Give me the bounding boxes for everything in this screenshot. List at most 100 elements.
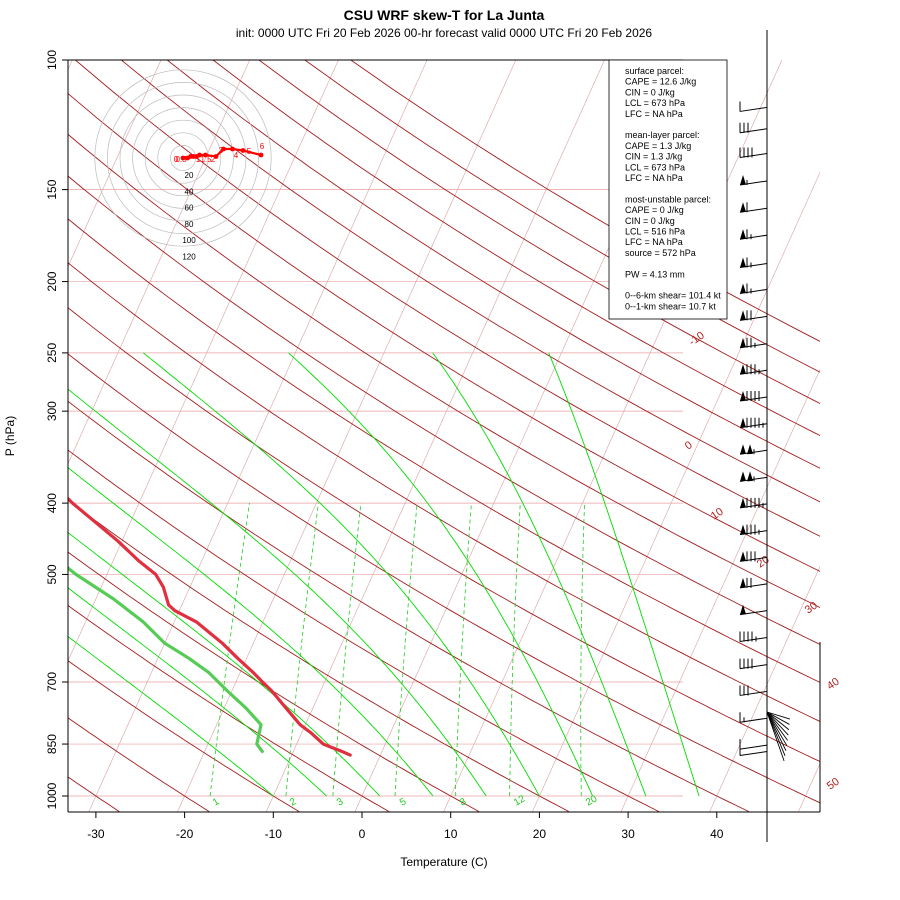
parcel-info-line: CAPE = 1.3 J/kg <box>625 141 691 151</box>
wind-barb <box>739 551 768 562</box>
wind-barb-pennant <box>747 444 753 455</box>
mixing-ratio-label: 1 <box>211 796 222 809</box>
mixing-ratio-line <box>285 503 319 797</box>
wind-barb <box>739 417 768 429</box>
wind-barb-pennant <box>740 337 746 348</box>
isotherm-line <box>68 60 162 268</box>
wind-barb <box>739 712 768 723</box>
wind-barb-pennant <box>740 551 746 562</box>
mixing-ratio-label: 3 <box>335 796 346 809</box>
mixing-ratio-label: 5 <box>398 796 409 809</box>
hodograph-ring-label: 80 <box>185 220 194 229</box>
wind-barb-staff <box>739 750 768 756</box>
dry-adiabat <box>68 218 820 683</box>
wind-barb-surface <box>766 711 791 720</box>
wind-barbs <box>739 30 791 842</box>
hodograph-ring <box>119 94 247 222</box>
wind-barb <box>739 658 768 670</box>
wind-barb <box>739 739 768 750</box>
wind-barb <box>739 745 768 756</box>
wind-barb-pennant <box>740 577 746 588</box>
wind-barb <box>739 391 768 402</box>
wind-barb <box>739 631 768 642</box>
parcel-info-line: LFC = NA hPa <box>625 237 683 247</box>
hodograph-point <box>230 146 235 152</box>
y-tick-label: 100 <box>45 50 59 70</box>
parcel-info-line: most-unstable parcel: <box>625 194 711 204</box>
hodograph-ring-label: 20 <box>185 171 194 180</box>
moist-adiabat <box>68 531 381 797</box>
isotherm-line <box>620 368 820 812</box>
mixing-ratio-line <box>332 503 362 797</box>
moist-adiabat <box>288 352 594 797</box>
moist-adiabat <box>548 352 700 797</box>
hodograph-point <box>197 152 202 158</box>
wind-barb <box>739 471 768 482</box>
dry-adiabat <box>68 92 820 572</box>
isotherm-line <box>68 60 250 465</box>
wind-barb <box>739 577 768 589</box>
wind-barb-surface <box>766 711 785 762</box>
hodograph-point-label: 2 <box>211 155 216 164</box>
hodograph-ring-label: 40 <box>185 187 194 196</box>
dry-adiabat <box>166 60 820 469</box>
x-tick-label: 30 <box>621 827 635 841</box>
dry-adiabat-label: 10 <box>709 506 726 523</box>
chart-title: CSU WRF skew-T for La Junta <box>344 7 545 23</box>
wind-barb-pennant <box>740 257 746 268</box>
dry-adiabat <box>212 60 820 437</box>
dry-adiabat <box>68 307 820 763</box>
y-tick-label: 200 <box>45 271 59 291</box>
parcel-info-line: surface parcel: <box>625 66 684 76</box>
x-tick-label: 40 <box>710 827 724 841</box>
wind-barb-pennant <box>740 604 746 615</box>
hodograph-ring-label: 100 <box>182 236 196 245</box>
parcel-info-line: mean-layer parcel: <box>625 130 700 140</box>
wind-barb-surface <box>766 711 790 731</box>
wind-barb <box>739 337 768 349</box>
wind-barb <box>739 310 768 321</box>
wind-barb-pennant <box>740 497 746 508</box>
parcel-info-line: LCL = 673 hPa <box>625 98 685 108</box>
wind-barb <box>739 147 768 159</box>
dry-adiabat <box>68 717 210 812</box>
background-grid <box>68 60 820 812</box>
hodograph-ring-label: 120 <box>182 253 196 262</box>
wind-barb-staff <box>739 106 768 112</box>
dry-adiabat <box>68 449 660 812</box>
y-tick-label: 850 <box>45 734 59 754</box>
y-tick-label: 1000 <box>45 782 59 809</box>
y-axis-title: P (hPa) <box>3 416 17 456</box>
y-tick-label: 500 <box>45 564 59 584</box>
wind-barb-pennant <box>740 283 746 294</box>
x-tick-label: -30 <box>87 827 105 841</box>
y-tick-label: 700 <box>45 672 59 692</box>
wind-barb-pennant <box>740 202 746 213</box>
dry-adiabat <box>121 60 820 503</box>
isotherm-line <box>798 763 820 812</box>
dry-adiabat <box>68 175 820 645</box>
parcel-info-line: CIN = 0 J/kg <box>625 216 675 226</box>
parcel-info-line: CIN = 0 J/kg <box>625 87 675 97</box>
wind-barb-pennant <box>740 364 746 375</box>
mixing-ratio-line <box>580 503 585 797</box>
hodograph-point <box>180 155 186 161</box>
dry-adiabat-label: 20 <box>755 554 772 571</box>
x-tick-label: -10 <box>265 827 283 841</box>
mixing-ratio-label: 8 <box>458 796 469 809</box>
dry-adiabat <box>68 262 820 722</box>
dewpoint-profile <box>68 566 264 754</box>
wind-barb-pennant <box>740 391 746 402</box>
y-tick-label: 300 <box>45 401 59 421</box>
hodograph-ring <box>144 119 222 197</box>
dry-adiabat <box>304 60 820 373</box>
hodograph-ring <box>94 69 272 247</box>
hodograph-point-label: 5 <box>247 147 252 156</box>
mixing-ratio-label: 2 <box>288 796 299 809</box>
parcel-info-line: 0--1-km shear= 10.7 kt <box>625 301 716 311</box>
wind-barb <box>739 497 768 509</box>
wind-barb-pennant <box>740 229 746 240</box>
